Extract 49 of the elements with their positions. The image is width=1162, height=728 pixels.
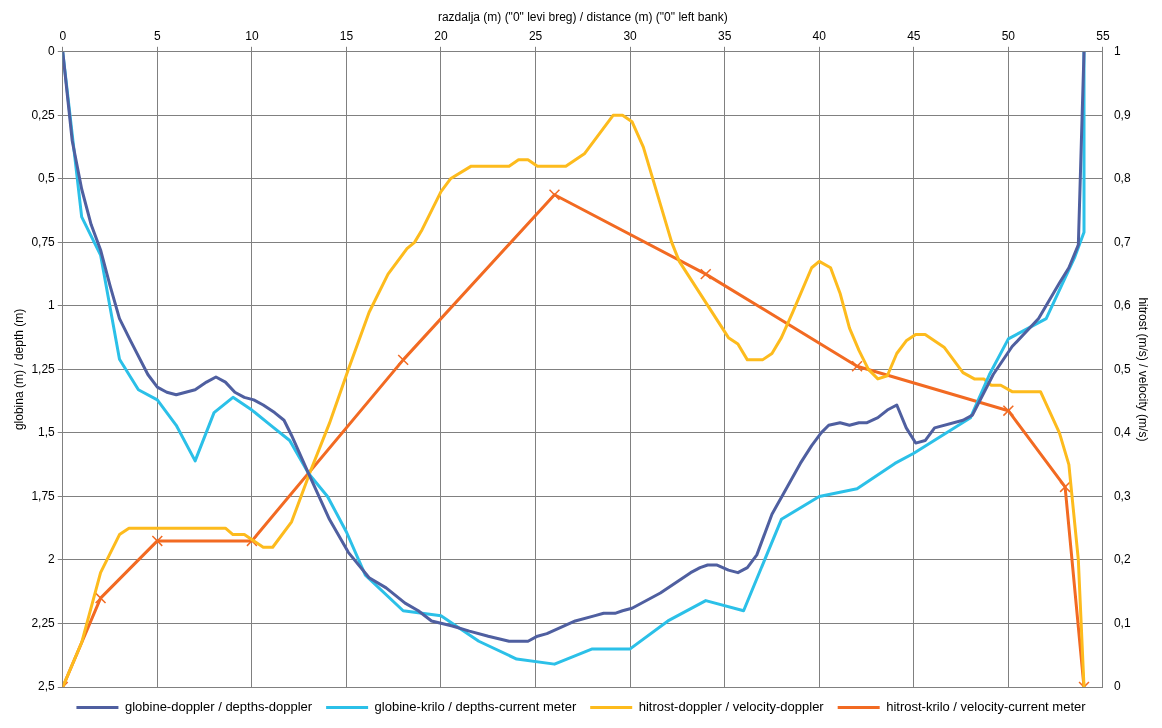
x-tick-label: 20 [434, 28, 448, 43]
x-tick-label: 50 [1001, 28, 1016, 43]
point [397, 354, 409, 366]
legend-label: hitrost-doppler / velocity-doppler [638, 699, 825, 715]
y-tick-label: 1,75 [31, 488, 56, 503]
x-axis-title: razdalja (m) ("0" levi breg) / distance (m) ("0" left bank) [437, 9, 728, 24]
point [1059, 481, 1071, 493]
y2-tick-label: 0,2 [1113, 552, 1131, 567]
point [851, 360, 863, 372]
point [1002, 404, 1015, 417]
x-tick-label: 0 [59, 28, 67, 43]
x-tick-label: 30 [623, 28, 638, 43]
y-tick-label: 2,25 [31, 615, 56, 630]
y-tick-label: 1 [48, 298, 56, 313]
point [151, 535, 164, 547]
x-tick-label: 10 [245, 28, 259, 43]
y-tick-label: 1,25 [31, 361, 56, 376]
y2-tick-label: 0,6 [1113, 298, 1131, 313]
x-tick-label: 40 [812, 28, 827, 43]
x-tick-label: 45 [907, 28, 921, 43]
x-tick-label: 35 [718, 28, 732, 43]
legend-label: globine-krilo / depths-current meter [374, 699, 577, 715]
point [700, 268, 712, 280]
y-tick-label: 0,75 [31, 234, 56, 249]
y2-tick-label: 1 [1113, 44, 1121, 59]
legend-label: hitrost-krilo / velocity-current meter [886, 699, 1087, 715]
y2-tick-label: 0,7 [1113, 234, 1131, 249]
y2-axis-title: hitrost (m/s) / velocity (m/s) [1136, 297, 1151, 442]
y-tick-label: 0,25 [31, 107, 56, 122]
y2-tick-label: 0,9 [1113, 107, 1131, 122]
legend-label: globine-doppler / depths-doppler [124, 699, 313, 715]
x-tick-label: 15 [339, 28, 354, 43]
y2-tick-label: 0 [1113, 679, 1121, 694]
y-tick-label: 1,5 [38, 425, 56, 440]
x-tick-label: 25 [528, 28, 543, 43]
point [548, 189, 561, 201]
y-tick-label: 2,5 [38, 679, 56, 694]
y-tick-label: 0,5 [38, 171, 56, 186]
x-tick-label: 5 [153, 28, 161, 43]
y-axis-title: globina (m) / depth (m) [11, 308, 26, 431]
x-tick-label: 55 [1096, 28, 1110, 43]
y-tick-label: 2 [48, 552, 56, 567]
point [94, 592, 107, 604]
y-tick-label: 0 [48, 44, 56, 59]
y2-tick-label: 0,1 [1113, 615, 1131, 630]
y2-tick-label: 0,4 [1113, 425, 1131, 440]
y2-tick-label: 0,3 [1113, 488, 1131, 503]
y2-tick-label: 0,8 [1113, 171, 1131, 186]
y2-tick-label: 0,5 [1113, 361, 1131, 376]
